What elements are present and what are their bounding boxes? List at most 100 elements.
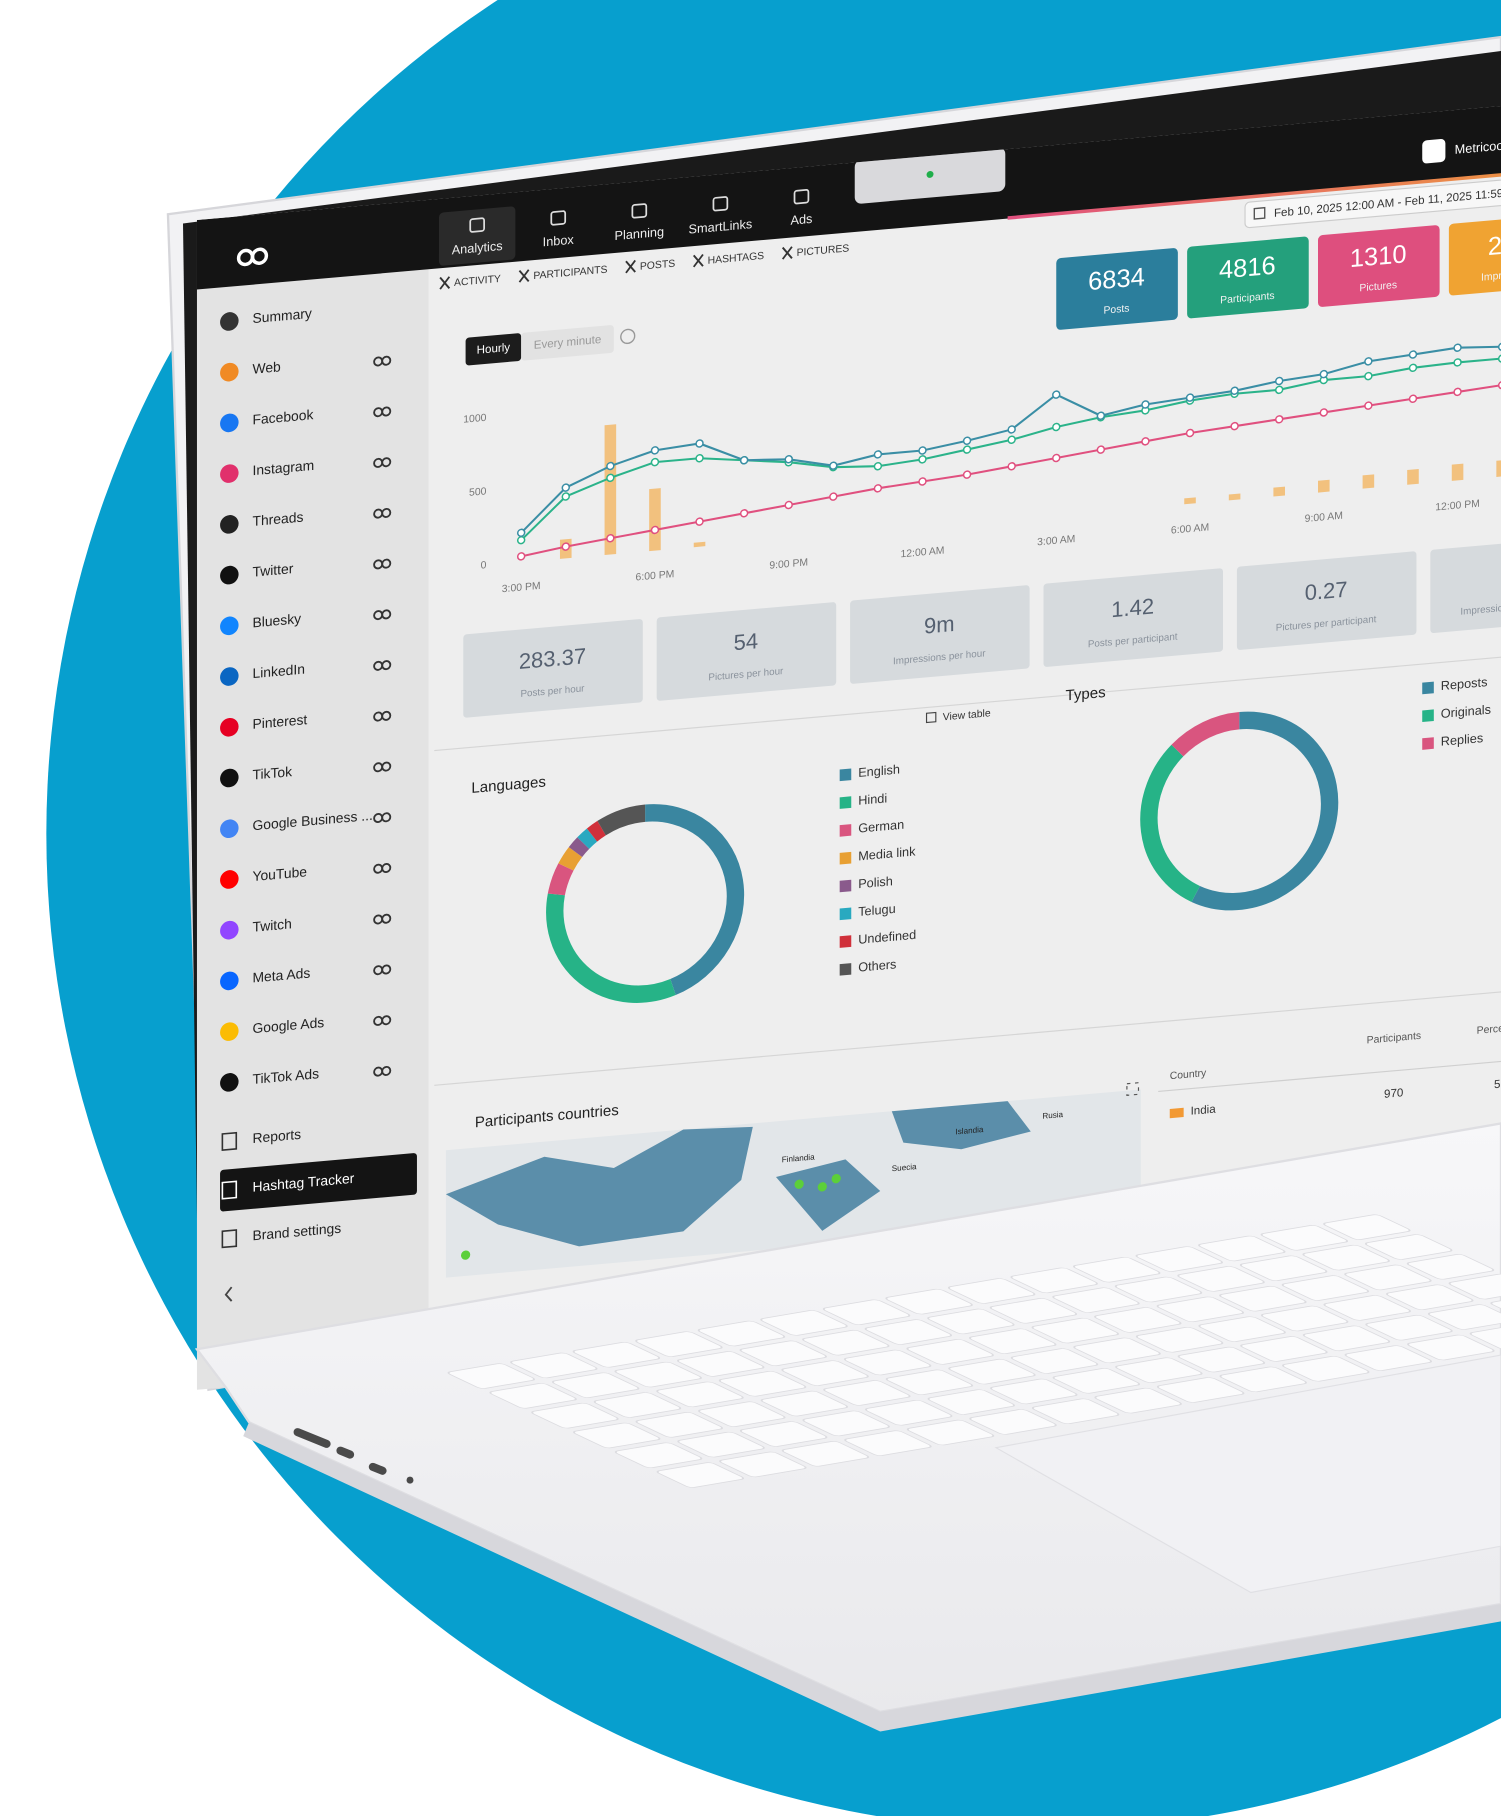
table-header: Percentage: [1477, 1021, 1501, 1037]
port: [336, 1446, 355, 1459]
nav-label: Analytics: [452, 238, 503, 257]
table-header: Participants: [1367, 1031, 1421, 1047]
filter-chip[interactable]: ACTIVITY: [454, 274, 501, 289]
sidebar-item[interactable]: Instagram: [252, 457, 314, 478]
sidebar-icon: [220, 362, 239, 382]
line-point: [739, 455, 749, 465]
line-point: [1497, 354, 1501, 363]
sidebar-item[interactable]: Google Ads: [252, 1014, 324, 1036]
sidebar-item[interactable]: Threads: [252, 509, 303, 529]
map-label: Suecia: [892, 1162, 917, 1173]
sidebar-item[interactable]: LinkedIn: [252, 661, 304, 682]
y-tick-label: 1000: [463, 413, 486, 426]
metric-value: 0.27: [1305, 577, 1348, 606]
line-point: [1141, 437, 1150, 446]
sidebar-icon: [220, 667, 239, 686]
key: [1031, 1398, 1120, 1425]
filter-chip[interactable]: PICTURES: [797, 243, 850, 259]
view-table-link[interactable]: View table: [943, 708, 991, 723]
key: [1156, 1296, 1245, 1323]
chart-title: Languages: [471, 773, 545, 796]
sidebar-item[interactable]: Pinterest: [252, 711, 307, 732]
table-cell: 55.4: [1494, 1076, 1501, 1091]
x-tick-label: 9:00 PM: [769, 557, 808, 571]
key: [969, 1409, 1057, 1435]
kpi-value: 6834: [1088, 263, 1145, 296]
sidebar-item[interactable]: TikTok: [252, 763, 292, 782]
logo-loop: [381, 812, 392, 823]
metric-card: [656, 602, 837, 701]
line-point: [1007, 462, 1016, 471]
line-point: [1141, 400, 1150, 409]
line-point: [695, 517, 704, 526]
line-point: [1453, 358, 1462, 367]
key: [614, 1442, 703, 1469]
toggle-option[interactable]: [465, 333, 522, 366]
chart-title: Types: [1066, 684, 1106, 704]
sidebar-item[interactable]: Brand settings: [252, 1220, 341, 1244]
metric-card: [1236, 551, 1417, 650]
toggle-option[interactable]: [521, 325, 614, 361]
key: [677, 1351, 765, 1377]
logo-loop: [381, 761, 392, 772]
map-dot: [817, 1182, 827, 1192]
logo-loop: [381, 457, 392, 468]
table-icon: [925, 711, 937, 724]
legend-label: Originals: [1441, 702, 1491, 721]
map-dot: [460, 1250, 471, 1260]
key: [635, 1331, 723, 1357]
section-divider: [434, 643, 1501, 752]
filter-chip[interactable]: POSTS: [640, 259, 675, 273]
line-point: [962, 436, 972, 445]
metric-value: 283.37: [519, 643, 586, 674]
nav-label: SmartLinks: [689, 216, 753, 237]
sidebar-item[interactable]: Reports: [252, 1126, 301, 1146]
sidebar-item[interactable]: YouTube: [252, 863, 307, 884]
line-point: [962, 470, 972, 479]
logo-loop: [250, 247, 269, 265]
sidebar-item[interactable]: Web: [252, 358, 281, 376]
key: [1177, 1346, 1266, 1373]
filter-chip[interactable]: HASHTAGS: [708, 251, 765, 267]
sidebar-item[interactable]: Bluesky: [252, 610, 301, 630]
key: [1219, 1366, 1307, 1393]
key: [1094, 1387, 1182, 1414]
legend-label: English: [858, 761, 900, 780]
sidebar-item[interactable]: Meta Ads: [252, 965, 310, 986]
key: [843, 1349, 932, 1376]
key: [906, 1419, 995, 1446]
key: [927, 1389, 1015, 1415]
logo-loop: [381, 710, 392, 721]
line-point: [695, 453, 704, 463]
sidebar-icon: [220, 870, 239, 889]
metric-card: [1043, 568, 1224, 667]
map-label: Finlandia: [782, 1152, 815, 1164]
line-point: [1096, 445, 1106, 454]
line-point: [873, 484, 883, 493]
line-point: [606, 461, 615, 471]
key: [885, 1369, 974, 1396]
sidebar-item[interactable]: Facebook: [252, 406, 313, 427]
sidebar-item[interactable]: Twitch: [252, 915, 291, 934]
kpi-label: Participants: [1220, 291, 1274, 307]
line-point: [1497, 342, 1501, 351]
line-point: [918, 446, 927, 455]
sidebar-icon: [221, 1180, 238, 1200]
sidebar-icon: [220, 515, 239, 534]
key: [1052, 1287, 1140, 1313]
sidebar-icon: [220, 616, 239, 636]
sidebar-item[interactable]: Twitter: [252, 560, 293, 580]
sidebar-item[interactable]: Summary: [252, 305, 311, 326]
line-point: [1274, 376, 1284, 386]
key: [948, 1358, 1036, 1385]
nav-icon: [469, 217, 485, 233]
sidebar-item[interactable]: TikTok Ads: [252, 1065, 319, 1087]
x-icon: [439, 276, 451, 290]
kpi-label: Impressions: [1481, 268, 1501, 284]
legend-label: Hindi: [858, 790, 887, 808]
donut-segment: [644, 804, 745, 996]
kpi-value: 4816: [1219, 252, 1276, 285]
key: [1135, 1246, 1223, 1272]
key: [1073, 1337, 1161, 1364]
x-tick-label: 12:00 AM: [900, 546, 944, 561]
